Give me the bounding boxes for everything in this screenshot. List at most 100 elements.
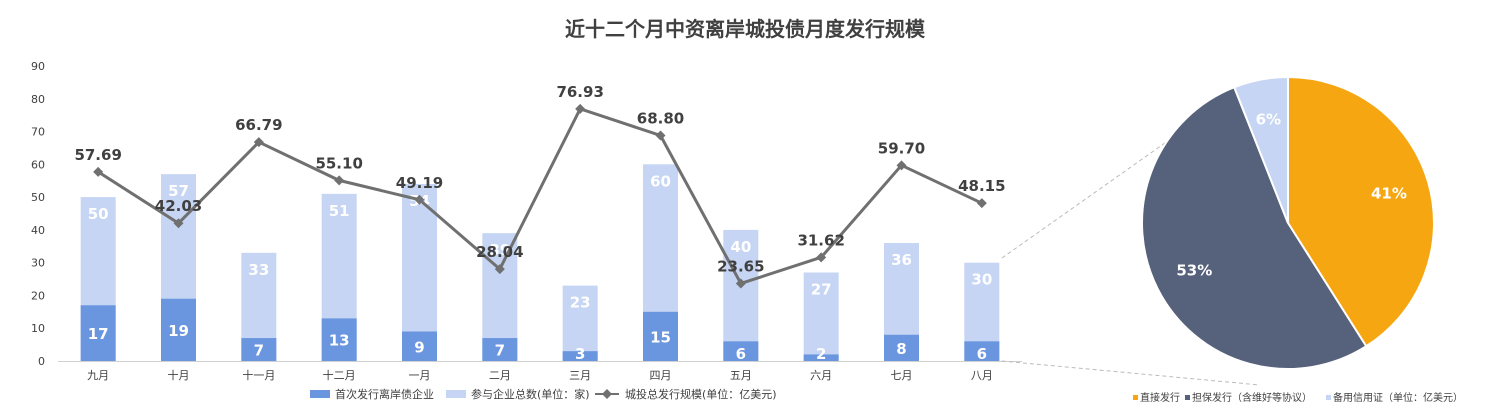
bar-first-issue <box>80 305 116 361</box>
line-marker <box>735 278 746 289</box>
line-marker <box>253 137 264 148</box>
line-value-label: 31.62 <box>797 231 844 249</box>
bar-first-issue <box>964 341 1000 361</box>
x-category-label: 八月 <box>971 369 993 382</box>
bar-first-issue-label: 2 <box>816 345 826 363</box>
line-marker <box>816 252 827 263</box>
legend-label-first-issue: 首次发行离岸债企业 <box>335 387 434 401</box>
bar-first-issue <box>723 341 759 361</box>
line-marker <box>575 103 586 114</box>
x-category-label: 九月 <box>87 369 109 382</box>
pie-legend-swatch <box>1326 395 1331 400</box>
bar-first-issue <box>241 338 277 361</box>
bar-first-issue-label: 7 <box>254 342 264 360</box>
y-tick-label: 0 <box>38 355 45 368</box>
bar-total-label: 33 <box>248 261 269 279</box>
x-category-label: 十一月 <box>242 368 275 382</box>
legend-swatch-first-issue <box>310 390 330 398</box>
line-value-label: 28.04 <box>476 243 523 261</box>
bar-first-issue <box>402 331 437 361</box>
line-value-label: 76.93 <box>556 83 603 101</box>
line-value-label: 49.19 <box>396 174 443 192</box>
pie-legend-label: 直接发行 <box>1140 391 1180 404</box>
legend-line-marker <box>602 389 612 399</box>
legend-swatch-total <box>446 390 466 398</box>
chart-title: 近十二个月中资离岸城投债月度发行规模 <box>565 17 926 41</box>
pie-slice <box>1141 85 1368 370</box>
bar-first-issue-label: 9 <box>414 338 424 356</box>
connector-line-bottom <box>1001 360 1261 386</box>
x-category-label: 三月 <box>569 369 591 382</box>
line-value-label: 59.70 <box>878 139 925 157</box>
pie-slice <box>1232 75 1289 224</box>
bar-first-issue <box>321 318 357 361</box>
line-value-label: 23.65 <box>717 257 764 275</box>
line-value-label: 66.79 <box>235 116 282 134</box>
line-marker <box>896 160 907 171</box>
pie-slice-label: 6% <box>1256 111 1281 129</box>
line-marker <box>414 194 425 205</box>
bar-total-label: 50 <box>88 205 109 223</box>
pie-legend-label: 备用信用证（单位：亿美元） <box>1333 391 1463 404</box>
line-value-label: 42.03 <box>155 197 202 215</box>
pie-slice-label: 41% <box>1371 185 1407 203</box>
bar-first-issue <box>161 298 196 361</box>
bar-first-issue <box>803 354 839 361</box>
line-marker <box>334 175 345 186</box>
x-category-label: 七月 <box>891 369 913 382</box>
bar-total-label: 57 <box>168 182 189 200</box>
bar-total <box>803 272 839 361</box>
line-marker <box>93 166 104 177</box>
y-tick-label: 40 <box>31 224 45 237</box>
legend-label-total: 参与企业总数(单位：家) <box>471 387 590 401</box>
bar-total-label: 27 <box>811 281 832 299</box>
bar-first-issue-label: 15 <box>650 328 671 346</box>
y-tick-label: 70 <box>31 126 45 139</box>
line-marker <box>976 198 987 209</box>
bar-first-issue <box>884 334 919 361</box>
bar-first-issue-label: 13 <box>329 332 350 350</box>
bar-first-issue <box>482 338 518 361</box>
y-tick-label: 30 <box>31 257 45 270</box>
pie-legend-swatch <box>1133 395 1138 400</box>
bar-total-label: 36 <box>891 251 912 269</box>
pie-slice-label: 53% <box>1176 262 1212 280</box>
line-value-label: 57.69 <box>74 146 121 164</box>
x-category-label: 十二月 <box>323 368 356 382</box>
bar-first-issue-label: 3 <box>575 345 585 363</box>
line-marker <box>173 218 184 229</box>
bar-total-label: 40 <box>730 238 751 256</box>
bar-total <box>723 229 759 361</box>
bar-total-label: 30 <box>971 271 992 289</box>
bar-total-label: 39 <box>489 241 510 259</box>
bar-first-issue-label: 6 <box>977 345 987 363</box>
y-tick-label: 20 <box>31 289 45 302</box>
line-marker <box>655 130 666 141</box>
x-category-label: 六月 <box>810 369 832 382</box>
bar-first-issue-label: 7 <box>495 342 505 360</box>
legend-label-line: 城投总发行规模(单位：亿美元) <box>625 387 777 401</box>
y-tick-label: 80 <box>31 93 45 106</box>
y-tick-label: 10 <box>31 322 45 335</box>
bar-first-issue <box>562 351 598 361</box>
pie-chart: 41% 53% 6% 直接发行 担保发行（含维好等协议） 备用信用证（单位：亿美元） <box>1133 75 1463 404</box>
bar-first-issue <box>643 311 678 361</box>
x-category-label: 五月 <box>730 369 752 382</box>
line-value-label: 48.15 <box>958 177 1005 195</box>
x-category-label: 四月 <box>650 369 672 382</box>
x-category-label: 十月 <box>168 368 190 382</box>
line-value-label: 55.10 <box>315 154 362 172</box>
bar-first-issue-label: 19 <box>168 322 189 340</box>
bar-total-label: 23 <box>570 294 591 312</box>
y-tick-label: 50 <box>31 191 45 204</box>
line-value-label: 68.80 <box>637 109 684 127</box>
pie-legend-swatch <box>1185 395 1190 400</box>
line-marker <box>494 264 505 275</box>
bar-total-label: 51 <box>329 202 350 220</box>
x-category-label: 一月 <box>409 369 431 382</box>
line-series <box>97 107 983 286</box>
pie-legend-label: 担保发行（含维好等协议） <box>1192 391 1312 404</box>
bar-first-issue-label: 6 <box>736 345 746 363</box>
bar-total <box>562 285 598 361</box>
